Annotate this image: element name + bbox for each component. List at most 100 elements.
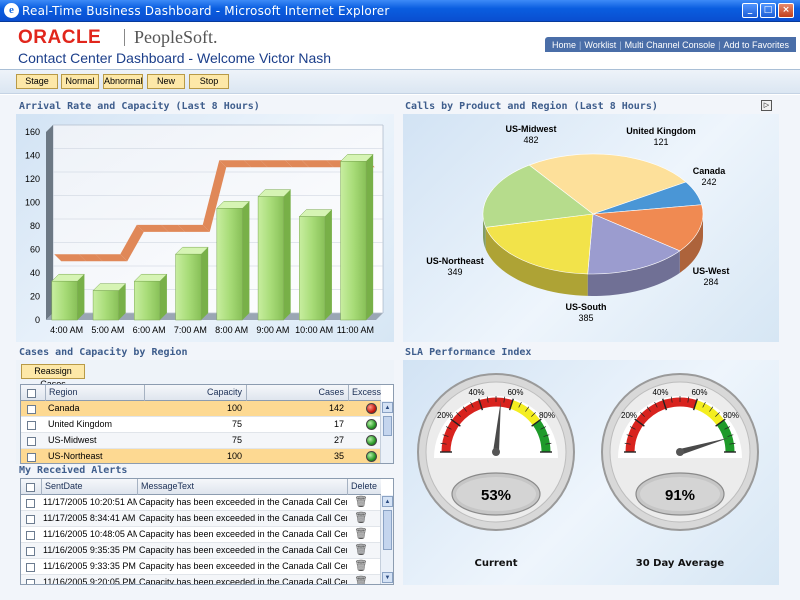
row-checkbox[interactable] — [26, 547, 35, 556]
stop-button[interactable]: Stop — [189, 74, 229, 89]
new-button[interactable]: New — [147, 74, 185, 89]
row-checkbox[interactable] — [26, 515, 35, 524]
x-tick-label: 6:00 AM — [133, 325, 166, 335]
window-titlebar: e Real-Time Business Dashboard - Microso… — [0, 0, 800, 22]
alerts-table: SentDate MessageText Delete 11/17/2005 1… — [20, 478, 394, 585]
trash-icon[interactable]: 🗑 — [354, 576, 368, 585]
y-tick-label: 160 — [25, 127, 40, 137]
row-checkbox[interactable] — [27, 453, 36, 462]
capacity-step-segment — [161, 224, 185, 232]
row-checkbox[interactable] — [26, 563, 35, 572]
sentdate-cell: 11/16/2005 9:33:35 PM — [43, 561, 136, 571]
row-checkbox[interactable] — [26, 531, 35, 540]
x-tick-label: 8:00 AM — [215, 325, 248, 335]
table-row[interactable]: US-Midwest 75 27 — [21, 433, 381, 449]
excess-column-header[interactable]: Excess — [348, 385, 381, 401]
minimize-button[interactable]: _ — [742, 3, 758, 18]
cases-scrollbar[interactable]: ▲ — [380, 401, 393, 463]
nav-multichannel-link[interactable]: Multi Channel Console — [624, 39, 716, 50]
pie-slice[interactable] — [485, 213, 594, 275]
scroll-up-icon[interactable]: ▲ — [382, 496, 393, 507]
nav-worklist-link[interactable]: Worklist — [584, 39, 617, 50]
arrival-section-title: Arrival Rate and Capacity (Last 8 Hours) — [19, 101, 260, 112]
capacity-step-segment — [95, 254, 128, 262]
nav-home-link[interactable]: Home — [552, 39, 577, 50]
cases-cell: 17 — [333, 419, 344, 429]
y-tick-label: 60 — [30, 245, 40, 255]
sla-panel: 20% 40% 60% 80% 53% 20% 40% 60% 80% 91% Current 3… — [403, 360, 779, 585]
trash-icon[interactable]: 🗑 — [354, 560, 368, 572]
close-button[interactable]: × — [778, 3, 794, 18]
pie-slice[interactable] — [528, 153, 687, 215]
x-tick-label: 9:00 AM — [256, 325, 289, 335]
select-all-checkbox[interactable] — [27, 389, 36, 398]
region-cell: Canada — [48, 403, 80, 413]
row-checkbox[interactable] — [27, 421, 36, 430]
trash-icon[interactable]: 🗑 — [354, 528, 368, 540]
normal-button[interactable]: Normal — [61, 74, 99, 89]
pie-slice[interactable] — [592, 204, 704, 252]
status-green-icon — [366, 435, 377, 446]
scroll-down-icon[interactable]: ▼ — [382, 572, 393, 583]
pie-slice-side — [485, 227, 588, 296]
table-row[interactable]: 11/17/2005 10:20:51 AM Capacity has been … — [21, 495, 381, 511]
table-row[interactable]: 11/16/2005 9:33:35 PM Capacity has been e… — [21, 559, 381, 575]
region-cell: US-Midwest — [48, 435, 97, 445]
row-checkbox[interactable] — [26, 499, 35, 508]
region-cell: United Kingdom — [48, 419, 113, 429]
messagetext-column-header[interactable]: MessageText — [137, 479, 347, 495]
table-row[interactable]: 11/16/2005 9:35:35 PM Capacity has been e… — [21, 543, 381, 559]
pie-slice[interactable] — [482, 164, 594, 228]
stage-button[interactable]: Stage — [16, 74, 58, 89]
x-tick-label: 10:00 AM — [295, 325, 333, 335]
delete-column-header[interactable]: Delete — [347, 479, 381, 495]
table-row[interactable]: 11/16/2005 10:48:05 AM Capacity has been … — [21, 527, 381, 543]
gauge: 20% 40% 60% 80% 91% — [601, 373, 759, 531]
gauge-tick-label: 60% — [507, 388, 523, 397]
row-checkbox[interactable] — [27, 437, 36, 446]
table-row[interactable]: Canada 100 142 — [21, 401, 381, 417]
cases-column-header[interactable]: Cases — [246, 385, 348, 401]
trash-icon[interactable]: 🗑 — [354, 496, 368, 508]
select-all-alerts-checkbox[interactable] — [26, 483, 35, 492]
reassign-cases-button[interactable]: Reassign Cases — [21, 364, 85, 389]
table-row[interactable]: United Kingdom 75 17 — [21, 417, 381, 433]
sla-gauges: 20% 40% 60% 80% 53% 20% 40% 60% 80% 91% — [417, 373, 759, 531]
gauge-tick-label: 80% — [723, 411, 739, 420]
table-row[interactable]: US-Northeast 100 35 — [21, 449, 381, 463]
y-tick-label: 120 — [25, 174, 40, 184]
abnormal-button[interactable]: Abnormal — [103, 74, 143, 89]
region-column-header[interactable]: Region — [45, 385, 141, 401]
table-row[interactable]: 11/16/2005 9:20:05 PM Capacity has been e… — [21, 575, 381, 585]
message-cell: Capacity has been exceeded in the Canada… — [139, 561, 347, 571]
ie-icon: e — [4, 3, 19, 18]
gauge-needle — [679, 437, 730, 455]
nav-favorites-link[interactable]: Add to Favorites — [723, 39, 789, 50]
y-tick-label: 140 — [25, 151, 40, 161]
trash-icon[interactable]: 🗑 — [354, 512, 368, 524]
cases-panel: Reassign Cases Region Capacity Cases Exc… — [16, 360, 394, 464]
sentdate-column-header[interactable]: SentDate — [41, 479, 137, 495]
peoplesoft-logo: PeopleSoft. — [134, 27, 218, 47]
row-checkbox[interactable] — [27, 405, 36, 414]
cases-header-row: Region Capacity Cases Excess — [21, 385, 381, 401]
row-checkbox[interactable] — [26, 579, 35, 584]
pie-label: US-Midwest — [505, 124, 556, 134]
table-row[interactable]: 11/17/2005 8:34:41 AM Capacity has been e… — [21, 511, 381, 527]
scroll-thumb[interactable] — [383, 416, 392, 436]
scroll-thumb[interactable] — [383, 510, 392, 550]
pie-slice[interactable] — [587, 213, 681, 275]
capacity-column-header[interactable]: Capacity — [144, 385, 246, 401]
trash-icon[interactable]: 🗑 — [354, 544, 368, 556]
pie-value-label: 242 — [701, 177, 716, 187]
maximize-button[interactable]: □ — [760, 3, 776, 18]
y-tick-label: 0 — [35, 315, 40, 325]
expand-icon[interactable]: ▷ — [761, 100, 772, 111]
window-title: Real-Time Business Dashboard - Microsoft… — [22, 4, 390, 18]
gauge-tick-label: 40% — [469, 388, 485, 397]
x-tick-label: 4:00 AM — [50, 325, 83, 335]
scroll-up-icon[interactable]: ▲ — [382, 402, 393, 413]
alerts-scrollbar[interactable]: ▲ ▼ — [380, 495, 393, 584]
capacity-step-segment — [219, 160, 251, 168]
pie-value-label: 385 — [578, 313, 593, 323]
